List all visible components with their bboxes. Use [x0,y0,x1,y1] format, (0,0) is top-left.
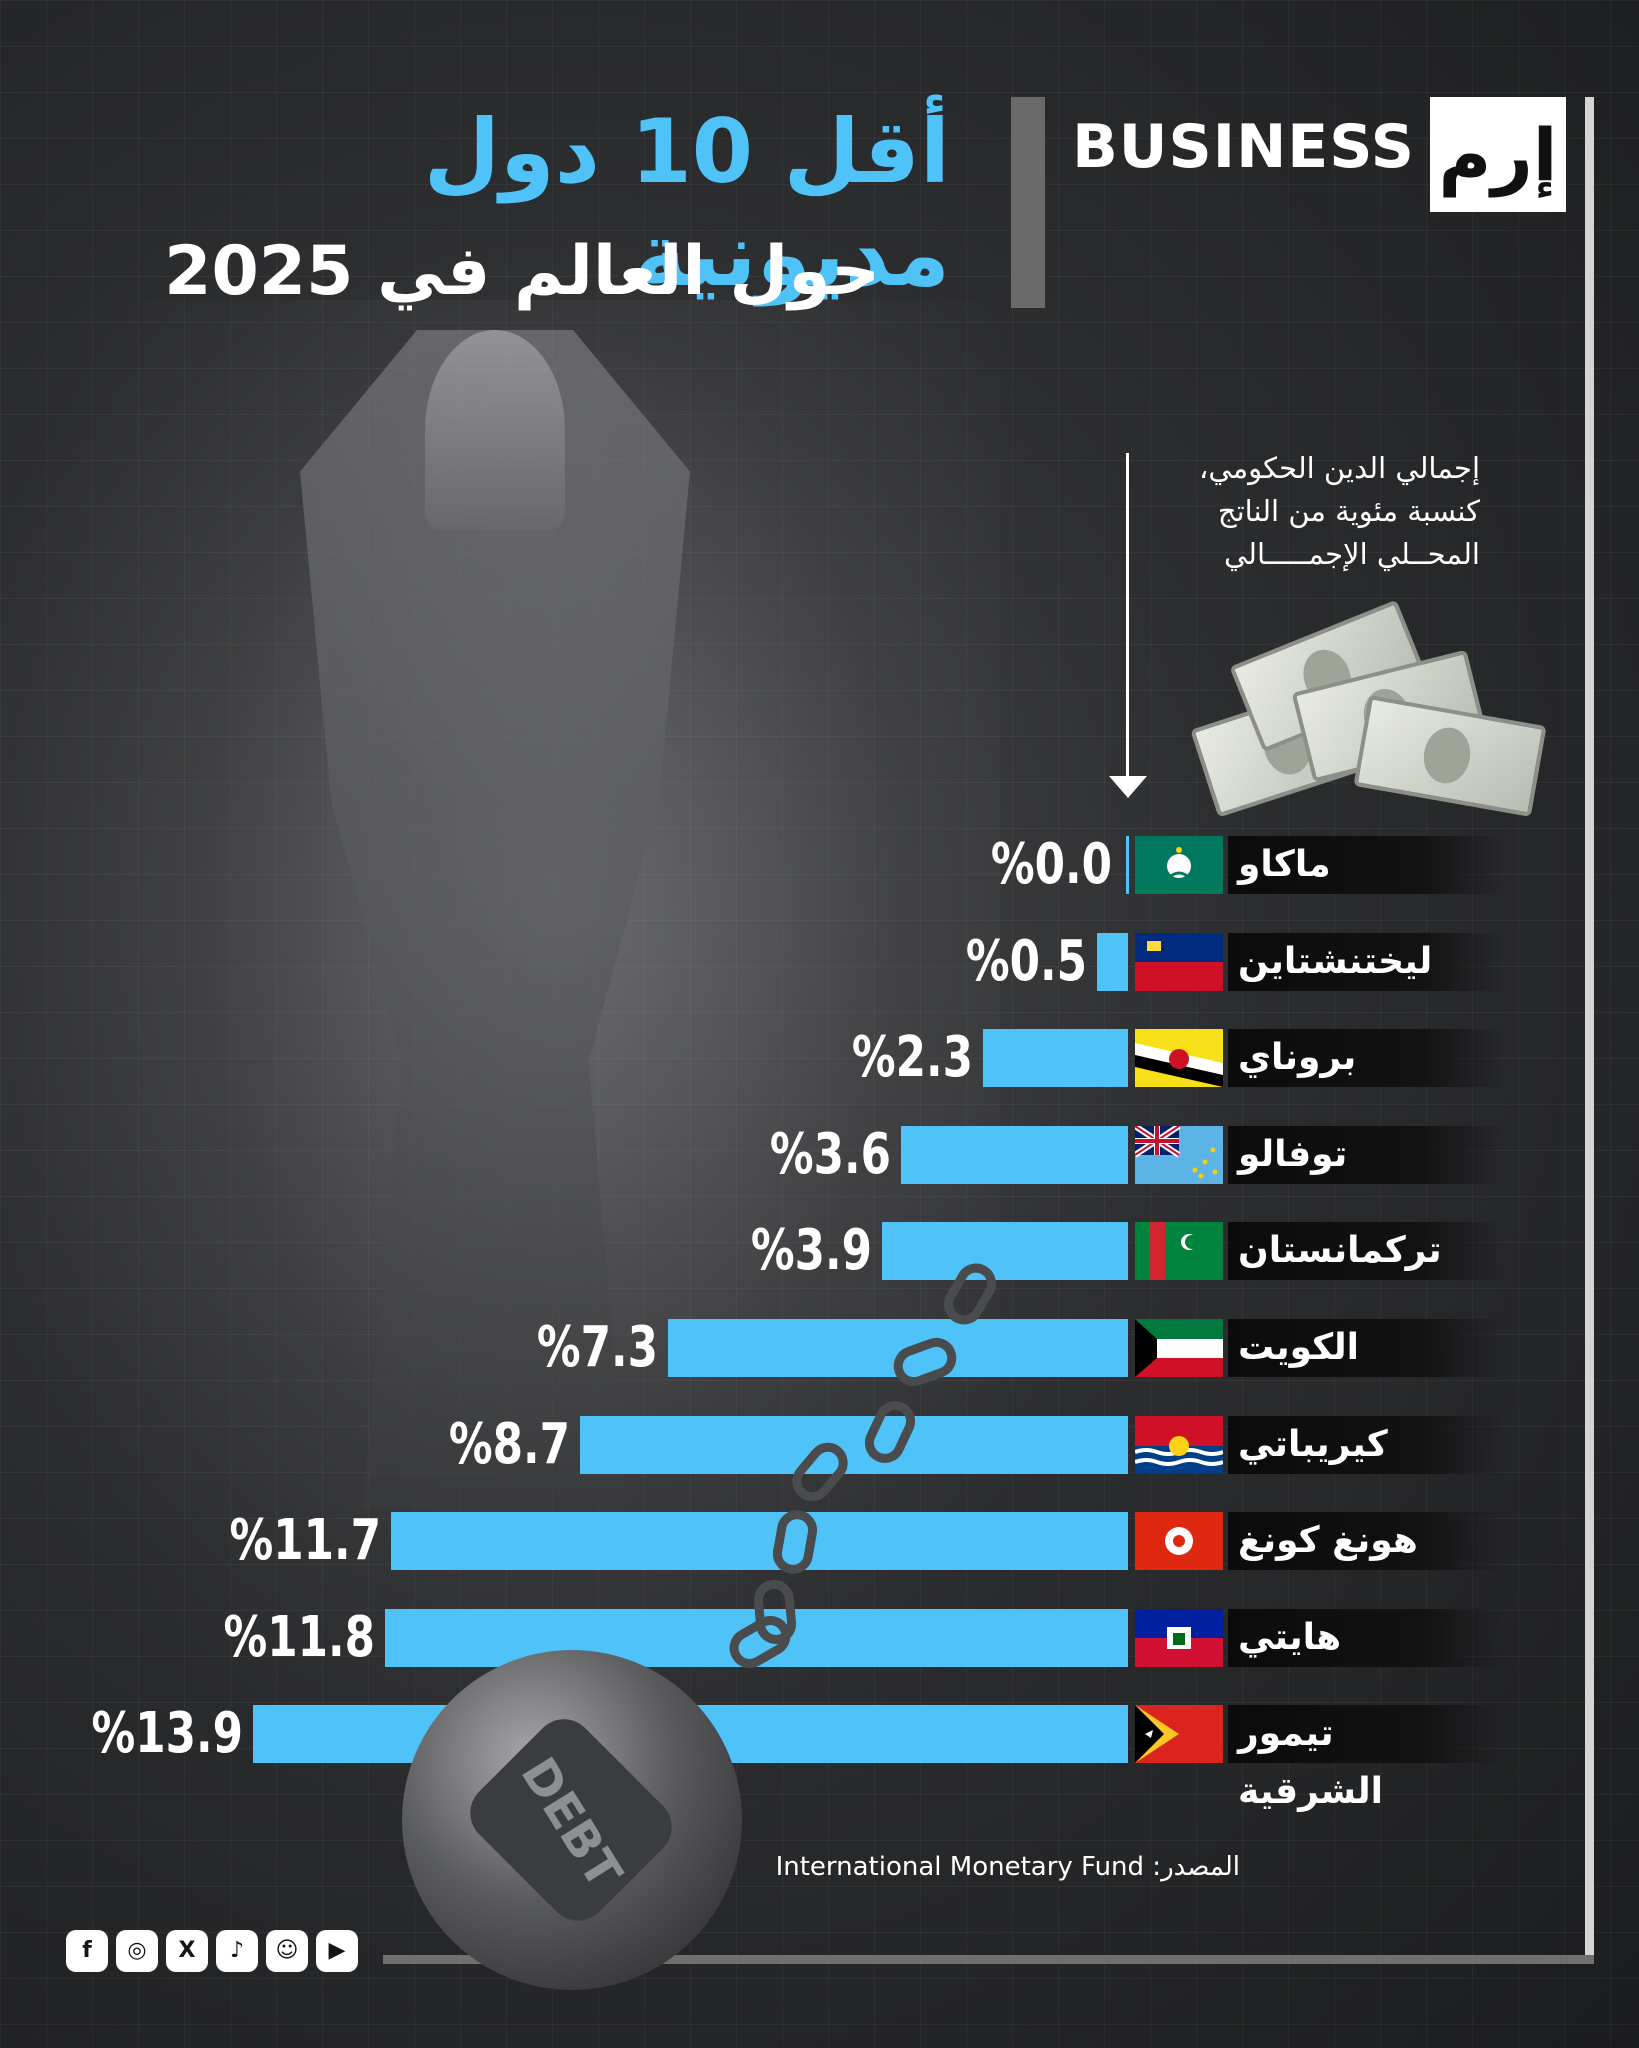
country-label-strip: بروناي [1228,1029,1503,1088]
bar [385,1608,1128,1667]
category-label: ليختنشتاين [1238,940,1433,982]
unit-label-line2: كنسبة مئوية من الناتج [1217,494,1480,528]
data-label: %3.6 [770,1121,892,1187]
country-label-strip: الكويت [1228,1319,1503,1377]
data-label: %13.9 [91,1701,243,1767]
money-bill-4 [1353,695,1547,817]
chart-subtitle: حول العالم في 2025 [164,232,880,311]
category-label: هايتي [1238,1616,1342,1658]
category-label: هونغ كونغ [1238,1520,1418,1562]
source-note: المصدر: International Monetary Fund [775,1852,1240,1882]
bar [1126,836,1129,894]
down-arrow-icon [1109,776,1147,798]
data-label: %2.3 [852,1025,974,1091]
category-label: كيريباتي [1238,1423,1388,1465]
kuwait-flag-icon [1135,1319,1223,1377]
turkmenistan-flag-icon [1135,1222,1223,1281]
brunei-flag-icon [1135,1029,1223,1088]
frame-bottom-border [383,1955,1594,1964]
country-label-strip: تركمانستان [1228,1222,1503,1281]
kiribati-flag-icon [1135,1415,1223,1474]
country-label-strip: تيمور الشرقية [1228,1705,1503,1813]
country-label-strip: ليختنشتاين [1228,932,1503,991]
country-label-strip: توفالو [1228,1125,1503,1184]
category-label: ماكاو [1238,844,1331,885]
east-timor-flag-icon [1135,1705,1223,1764]
money-stack-icon [1180,599,1550,818]
country-label-strip: ماكاو [1228,836,1503,894]
chart-title: أقل 10 دول مديونية [423,100,950,306]
country-label-strip: هونغ كونغ [1228,1512,1503,1571]
brand-logo-mark-text: إرم [1438,112,1558,197]
tower-dome [425,330,565,530]
tiktok-icon[interactable]: ♪ [216,1930,258,1972]
haiti-flag-icon [1135,1608,1223,1667]
tuvalu-flag-icon [1135,1125,1223,1184]
youtube-icon[interactable]: ▶ [316,1930,358,1972]
bar [580,1415,1128,1474]
data-label: %8.7 [449,1411,571,1477]
hong-kong-flag-icon [1135,1512,1223,1571]
bar [391,1512,1128,1571]
bar [983,1029,1128,1088]
unit-label-line3: المحــلي الإجمـــــالي [1224,537,1480,571]
country-label-strip: هايتي [1228,1608,1503,1667]
unit-label-line1: إجمالي الدين الحكومي، [1199,451,1480,485]
x-icon[interactable]: X [166,1930,208,1972]
facebook-icon[interactable]: f [66,1930,108,1972]
bar [668,1319,1128,1377]
data-label: %7.3 [537,1315,659,1380]
category-label: توفالو [1238,1133,1348,1175]
bar [882,1222,1128,1281]
data-label: %0.0 [990,832,1112,897]
bar [1096,932,1128,991]
brand-logo-text: BUSINESS [1072,112,1415,182]
category-label: تيمور الشرقية [1238,1713,1383,1813]
data-label: %11.8 [223,1604,376,1670]
unit-arrow-line [1126,453,1129,783]
brand-logo-mark: إرم [1430,97,1566,212]
data-label: %0.5 [965,928,1087,994]
category-label: الكويت [1238,1327,1359,1368]
data-label: %11.7 [229,1508,382,1574]
liechtenstein-flag-icon [1135,932,1223,991]
instagram-icon[interactable]: ◎ [116,1930,158,1972]
snapchat-icon[interactable]: ☺ [266,1930,308,1972]
bar [901,1125,1128,1184]
country-label-strip: كيريباتي [1228,1415,1503,1474]
logo-divider [1011,97,1045,308]
data-label: %3.9 [751,1218,873,1284]
macau-flag-icon [1135,836,1223,894]
category-label: تركمانستان [1238,1230,1442,1272]
unit-label: إجمالي الدين الحكومي، كنسبة مئوية من الن… [1110,447,1480,576]
category-label: بروناي [1238,1037,1357,1079]
frame-right-border [1585,97,1594,1964]
